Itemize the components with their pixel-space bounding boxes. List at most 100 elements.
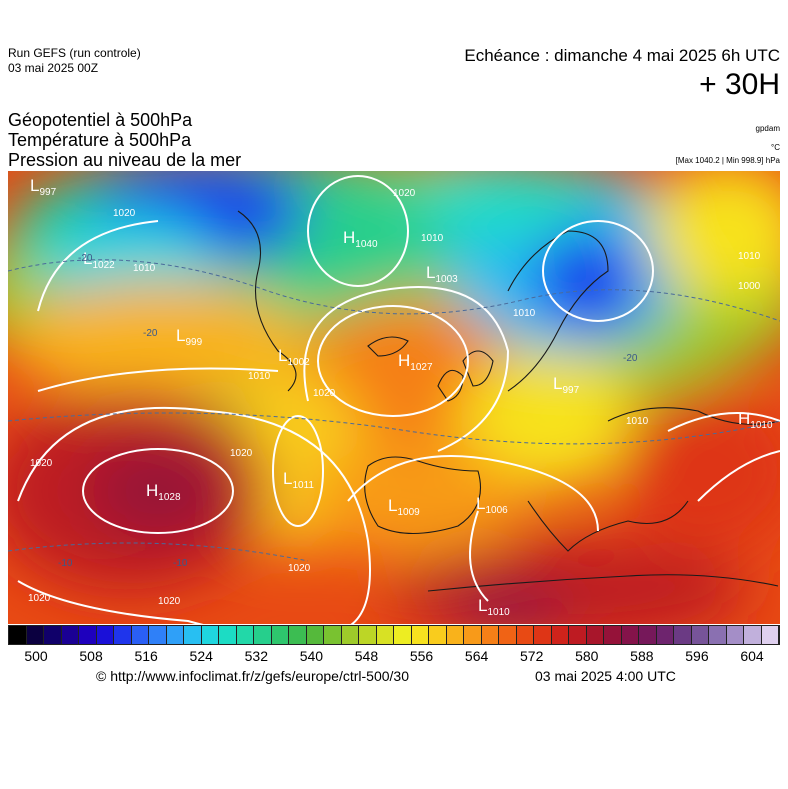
colorbar-swatch <box>306 626 324 644</box>
colorbar-swatch <box>639 626 657 644</box>
colorbar-swatch <box>131 626 149 644</box>
colorbar-swatch <box>446 626 464 644</box>
isobar-label: 1010 <box>513 308 536 319</box>
colorbar-swatch <box>236 626 254 644</box>
lead-time: + 30H <box>699 68 780 101</box>
colorbar-swatch <box>761 626 779 644</box>
weather-map: L997 L1022 H1040 L1003 L999 L1002 H1027 L997 H10… <box>8 171 780 624</box>
field-pressure: Pression au niveau de la mer <box>8 150 242 170</box>
colorbar-swatch <box>411 626 429 644</box>
isotherm-label: -10 <box>173 558 188 569</box>
colorbar-swatch <box>516 626 534 644</box>
colorbar-swatch <box>709 626 727 644</box>
colorbar <box>8 625 780 645</box>
isobar-label: 1020 <box>158 596 181 607</box>
isobar-label: 1010 <box>421 233 444 244</box>
unit-pressure-range: [Max 1040.2 | Min 998.9] hPa <box>675 156 780 165</box>
forecast-valid-time: Echéance : dimanche 4 mai 2025 6h UTC <box>464 46 780 65</box>
colorbar-swatch <box>429 626 447 644</box>
colorbar-tick-label: 572 <box>520 648 544 664</box>
colorbar-tick-label: 500 <box>24 648 48 664</box>
isobar-label: 1020 <box>288 563 311 574</box>
coastlines <box>237 210 780 592</box>
colorbar-swatch <box>341 626 359 644</box>
isobar-label: 1020 <box>313 388 336 399</box>
colorbar-swatch <box>621 626 639 644</box>
colorbar-swatch <box>586 626 604 644</box>
colorbar-swatch <box>744 626 762 644</box>
colorbar-swatch <box>166 626 184 644</box>
isobar-label: 1020 <box>28 593 51 604</box>
colorbar-swatch <box>289 626 307 644</box>
colorbar-tick-label: 580 <box>575 648 599 664</box>
colorbar-swatch <box>324 626 342 644</box>
colorbar-ticks: 500 508 516 524 532 540 548 556 564 572 580 588 596 6… <box>8 648 780 666</box>
colorbar-tick-label: 508 <box>79 648 103 664</box>
colorbar-swatch <box>61 626 79 644</box>
colorbar-swatch <box>359 626 377 644</box>
colorbar-tick-label: 596 <box>685 648 709 664</box>
run-date: 03 mai 2025 00Z <box>8 61 99 75</box>
colorbar-swatch <box>96 626 114 644</box>
colorbar-tick-label: 516 <box>134 648 158 664</box>
unit-geopotential: gpdam <box>755 124 780 133</box>
colorbar-swatch <box>201 626 219 644</box>
colorbar-swatch <box>569 626 587 644</box>
colorbar-swatch <box>114 626 132 644</box>
isotherm-label: -20 <box>78 253 93 264</box>
isobar-label: 1010 <box>133 263 156 274</box>
colorbar-swatch <box>691 626 709 644</box>
isobar-label: 1010 <box>626 416 649 427</box>
colorbar-tick-label: 524 <box>189 648 213 664</box>
isobar-label: 1020 <box>230 448 253 459</box>
isotherm-label: -20 <box>143 328 158 339</box>
issued-time: 03 mai 2025 4:00 UTC <box>535 668 676 684</box>
colorbar-swatch <box>254 626 272 644</box>
colorbar-swatch <box>726 626 744 644</box>
colorbar-swatch <box>656 626 674 644</box>
temperature-isotherms <box>8 259 780 562</box>
colorbar-swatch <box>464 626 482 644</box>
colorbar-tick-label: 588 <box>630 648 654 664</box>
temperature-labels: -20 -20 -20 -10 -10 <box>58 253 638 569</box>
credit-url: © http://www.infoclimat.fr/z/gefs/europe… <box>96 668 410 684</box>
run-title: Run GEFS (run controle) <box>8 46 141 60</box>
colorbar-swatch <box>481 626 499 644</box>
colorbar-tick-label: 540 <box>299 648 324 664</box>
colorbar-swatch <box>219 626 237 644</box>
colorbar-swatch <box>44 626 62 644</box>
isobar-labels: 1020 1010 1020 1010 1010 1000 1010 1020 1020 1020… <box>28 188 761 607</box>
isobar-label: 1000 <box>738 281 761 292</box>
field-geopotential: Géopotentiel à 500hPa <box>8 110 193 130</box>
colorbar-tick-label: 604 <box>740 648 764 664</box>
unit-temperature: °C <box>771 143 780 152</box>
geopotential-field <box>8 171 780 624</box>
colorbar-swatch <box>26 626 44 644</box>
isobar-label: 1020 <box>113 208 136 219</box>
colorbar-swatch <box>9 626 27 644</box>
colorbar-tick-label: 532 <box>244 648 268 664</box>
isobar-label: 1020 <box>30 458 53 469</box>
isotherm-label: -20 <box>623 353 638 364</box>
colorbar-tick-label: 564 <box>464 648 489 664</box>
colorbar-swatch <box>674 626 692 644</box>
colorbar-swatch <box>184 626 202 644</box>
colorbar-swatch <box>79 626 97 644</box>
isobars <box>17 175 780 624</box>
isobar-label: 1010 <box>738 251 761 262</box>
isobar-label: 1010 <box>248 371 271 382</box>
colorbar-swatch <box>499 626 517 644</box>
colorbar-swatch <box>149 626 167 644</box>
colorbar-swatch <box>534 626 552 644</box>
isotherm-label: -10 <box>58 558 73 569</box>
colorbar-tick-label: 556 <box>409 648 434 664</box>
isobar-label: 1020 <box>393 188 416 199</box>
colorbar-swatch <box>394 626 412 644</box>
colorbar-swatch <box>376 626 394 644</box>
field-temperature: Température à 500hPa <box>8 130 192 150</box>
colorbar-tick-label: 548 <box>354 648 379 664</box>
colorbar-swatch <box>271 626 289 644</box>
colorbar-swatch <box>604 626 622 644</box>
colorbar-swatch <box>551 626 569 644</box>
